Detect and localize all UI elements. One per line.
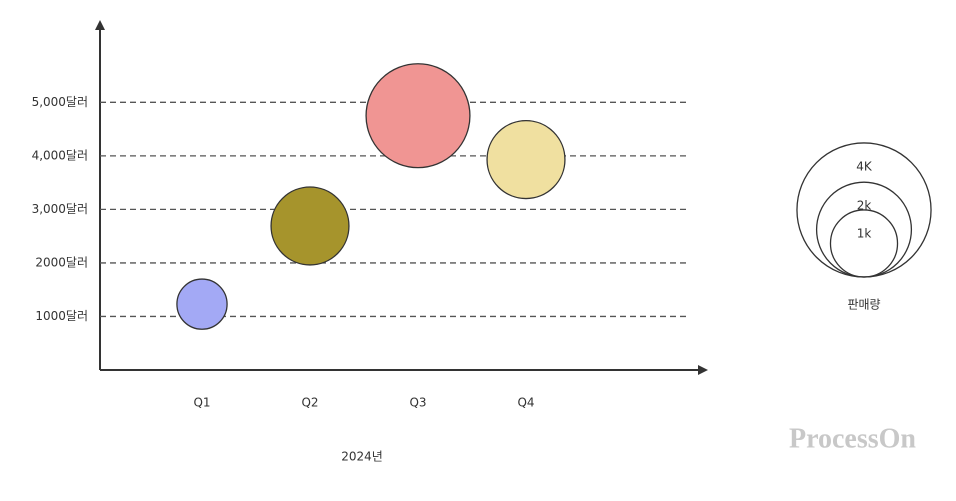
y-tick-label: 2000달러 <box>35 255 88 269</box>
bubble <box>365 63 471 169</box>
size-legend-title: 판매량 <box>847 298 880 312</box>
x-tick-label: Q3 <box>409 396 426 410</box>
y-tick-label: 4,000달러 <box>32 148 88 162</box>
x-tick-label: Q1 <box>193 396 210 410</box>
size-legend-label: 4K <box>856 159 873 173</box>
bubble <box>176 278 228 330</box>
size-legend-label: 2k <box>857 199 872 213</box>
y-tick-label: 5,000달러 <box>32 95 88 109</box>
size-legend-label: 1k <box>857 226 872 240</box>
y-tick-label: 1000달러 <box>35 309 88 323</box>
x-axis-label: 2024년 <box>341 450 383 464</box>
bubble <box>270 186 350 266</box>
watermark: ProcessOn <box>789 423 916 454</box>
x-tick-label: Q2 <box>301 396 318 410</box>
x-tick-label: Q4 <box>517 396 534 410</box>
bubble <box>486 119 566 200</box>
size-legend-circle <box>829 209 899 278</box>
y-tick-label: 3,000달러 <box>32 202 88 216</box>
